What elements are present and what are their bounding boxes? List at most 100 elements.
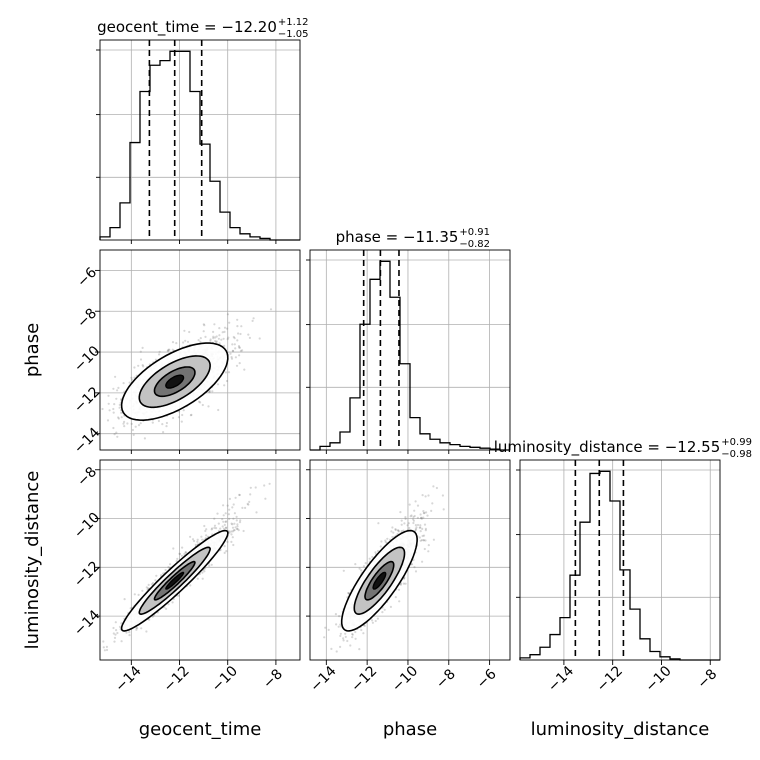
scatter-point	[139, 422, 142, 425]
scatter-point	[415, 526, 418, 529]
scatter-point	[97, 641, 99, 643]
scatter-point	[201, 538, 204, 541]
scatter-point	[222, 337, 225, 340]
scatter-point	[218, 327, 221, 330]
y-axis-phase: −14 −12 −10 −8 −6	[71, 265, 103, 457]
scatter-point	[233, 337, 236, 340]
scatter-point	[410, 563, 414, 566]
scatter-point	[133, 366, 136, 369]
scatter-point	[264, 497, 267, 500]
scatter-point	[151, 421, 154, 424]
scatter-point	[232, 543, 235, 547]
scatter-point	[351, 632, 354, 636]
scatter-point	[371, 619, 374, 622]
scatter-point	[224, 512, 227, 515]
scatter-point	[222, 504, 225, 507]
scatter-point	[419, 513, 422, 516]
scatter-point	[239, 349, 242, 352]
scatter-point	[442, 508, 445, 511]
scatter-point	[376, 617, 379, 620]
scatter-point	[430, 509, 433, 512]
scatter-point	[424, 539, 427, 542]
scatter-point	[112, 626, 115, 630]
scatter-point	[258, 337, 261, 340]
scatter-point	[422, 539, 426, 542]
scatter-point	[117, 386, 120, 389]
scatter-point	[402, 529, 405, 532]
scatter-point	[222, 514, 225, 517]
scatter-point	[263, 484, 266, 487]
scatter-point	[422, 510, 425, 513]
scatter-point	[413, 566, 416, 569]
histogram-step	[519, 470, 720, 661]
scatter-point	[130, 376, 133, 379]
scatter-point	[143, 437, 146, 440]
scatter-point	[400, 530, 403, 533]
x-tick-label: −12	[161, 663, 193, 695]
scatter-point	[335, 650, 338, 653]
scatter-point	[223, 545, 226, 548]
scatter-point	[236, 523, 239, 526]
scatter-point	[351, 636, 354, 639]
scatter-point	[292, 663, 294, 665]
axes-frame	[519, 459, 721, 661]
scatter-point	[128, 631, 131, 634]
scatter-point	[421, 527, 424, 531]
scatter-point	[431, 502, 434, 505]
scatter-point	[167, 349, 170, 352]
scatter-point	[238, 362, 241, 365]
scatter-point	[233, 522, 236, 525]
scatter-point	[142, 365, 145, 368]
scatter-point	[379, 545, 382, 548]
scatter-point	[196, 540, 199, 543]
scatter-point	[414, 500, 417, 503]
scatter-point	[244, 506, 247, 509]
scatter-point	[112, 632, 115, 635]
scatter-point	[402, 582, 405, 585]
scatter-point	[102, 640, 105, 643]
panel-title-minus: −0.98	[721, 449, 752, 460]
scatter-point	[412, 519, 415, 522]
scatter-point	[225, 550, 228, 553]
grid-lines	[325, 250, 490, 450]
y-tick-label: −10	[71, 343, 103, 375]
scatter-point	[230, 533, 233, 536]
scatter-point	[184, 551, 187, 554]
scatter-point	[342, 639, 345, 642]
scatter-point	[344, 632, 347, 635]
scatter-point	[235, 519, 238, 522]
scatter-point	[398, 600, 401, 603]
scatter-point	[334, 613, 337, 616]
scatter-point	[241, 349, 244, 352]
scatter-point	[269, 308, 273, 311]
scatter-point	[182, 409, 185, 412]
scatter-point	[236, 527, 239, 530]
scatter-point	[420, 539, 423, 542]
scatter-point	[192, 539, 196, 543]
scatter-point	[354, 563, 357, 566]
scatter-point	[139, 358, 143, 361]
axes-frame	[99, 249, 301, 451]
scatter-point	[128, 634, 131, 637]
scatter-point	[243, 368, 246, 371]
scatter-point	[181, 413, 184, 417]
scatter-point	[347, 591, 350, 595]
scatter-point	[358, 648, 361, 651]
scatter-point	[158, 350, 161, 353]
scatter-panel-geocent_time-phase	[99, 249, 301, 451]
axes-frame	[309, 249, 511, 451]
scatter-point	[342, 637, 345, 640]
scatter-point	[223, 523, 226, 527]
scatter-point	[349, 644, 352, 647]
density-contour	[372, 571, 387, 590]
scatter-point	[218, 334, 221, 337]
scatter-point	[419, 530, 422, 533]
scatter-point	[215, 527, 218, 530]
x-tick-label: −10	[209, 663, 241, 695]
scatter-point	[189, 584, 192, 587]
scatter-point	[208, 564, 211, 568]
scatter-point	[441, 494, 444, 497]
scatter-point	[241, 506, 244, 509]
scatter-point	[404, 517, 407, 521]
